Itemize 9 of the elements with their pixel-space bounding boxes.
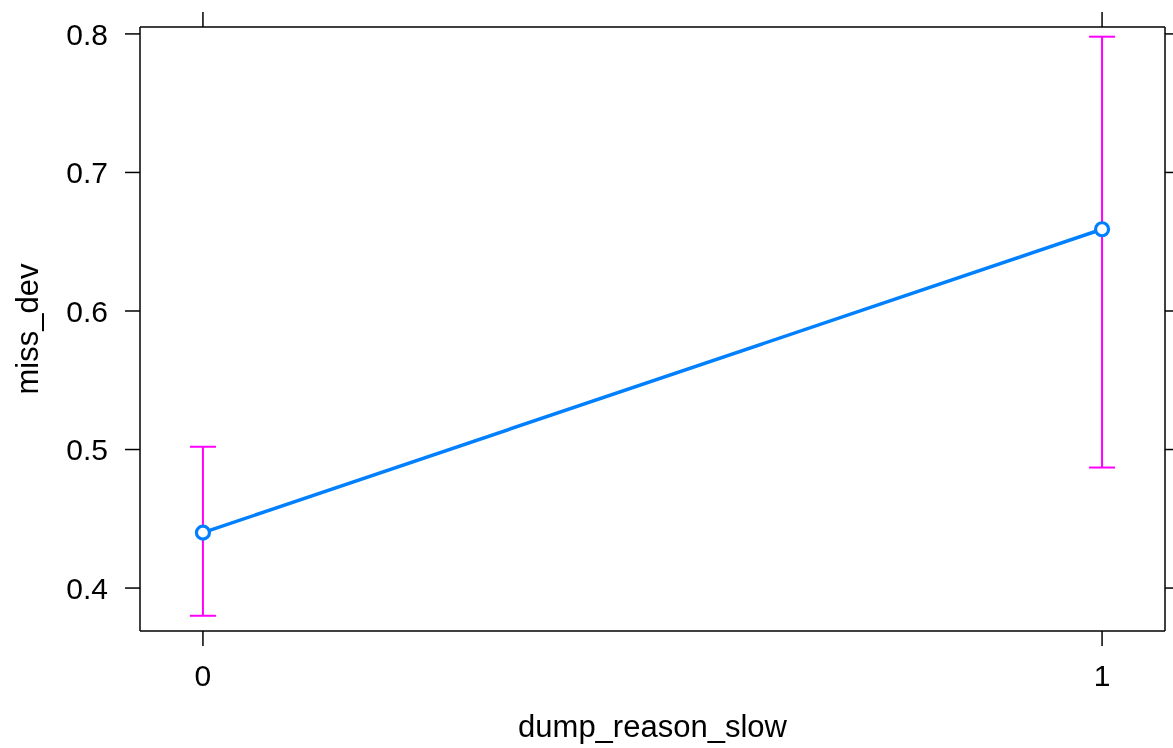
y-tick-label: 0.8	[66, 17, 108, 51]
x-tick-label: 0	[194, 659, 212, 693]
x-axis-title: dump_reason_slow	[518, 709, 788, 744]
y-tick-label: 0.6	[66, 294, 108, 328]
y-tick-label: 0.5	[66, 433, 108, 467]
y-tick-label: 0.7	[66, 156, 108, 190]
y-axis-title: miss_dev	[9, 263, 45, 395]
y-tick-label: 0.4	[66, 571, 108, 605]
x-tick-label: 1	[1093, 659, 1111, 693]
